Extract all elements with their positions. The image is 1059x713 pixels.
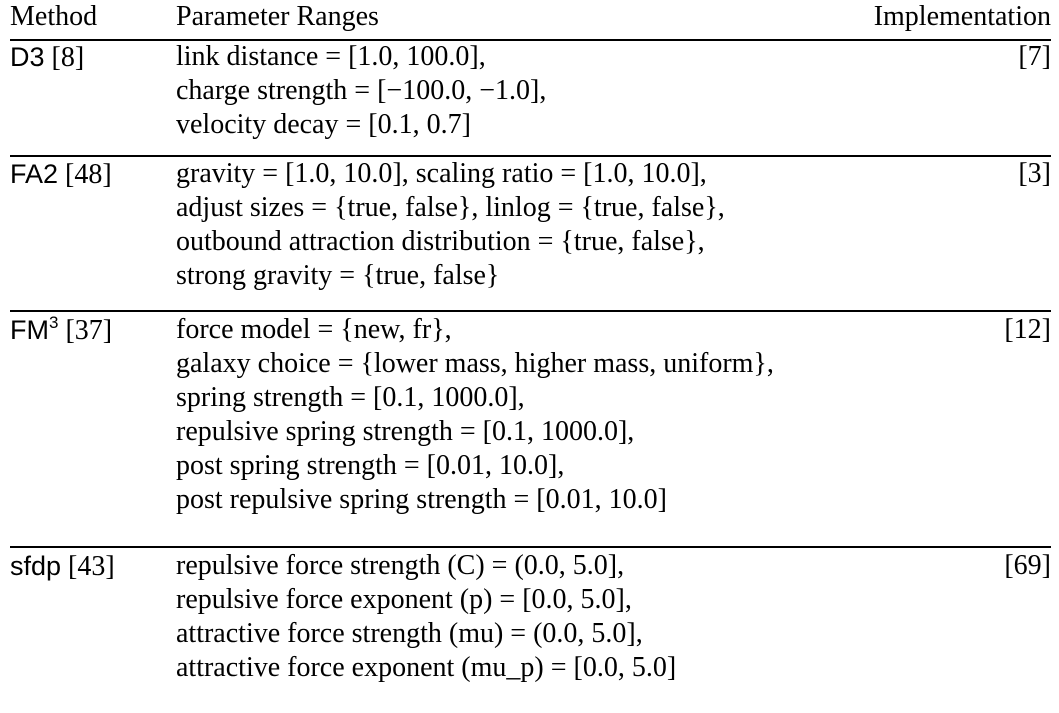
parameter-line: force model = {new, fr},	[176, 314, 452, 345]
parameter-line: adjust sizes = {true, false}, linlog = {…	[176, 192, 725, 223]
parameter-line: outbound attraction distribution = {true…	[176, 226, 705, 257]
rule-fm3	[10, 310, 1051, 312]
method-name: FA2	[10, 159, 59, 189]
parameter-line: gravity = [1.0, 10.0], scaling ratio = […	[176, 158, 707, 189]
method-name-superscript: 3	[48, 313, 59, 332]
parameter-line: charge strength = [−100.0, −1.0],	[176, 75, 547, 106]
header-method: Method	[10, 1, 98, 32]
method-citation: [37]	[65, 315, 113, 346]
method-cell: D3 [8]	[10, 40, 84, 74]
implementation-ref: [69]	[1004, 550, 1051, 581]
method-cell: FA2 [48]	[10, 157, 112, 191]
method-name: sfdp	[10, 551, 62, 581]
parameter-line: attractive force exponent (mu_p) = [0.0,…	[176, 652, 677, 683]
parameter-line: spring strength = [0.1, 1000.0],	[176, 382, 525, 413]
implementation-ref: [7]	[1018, 41, 1051, 72]
parameter-list: link distance = [1.0, 100.0], charge str…	[176, 40, 546, 142]
method-citation: [48]	[65, 159, 112, 190]
method-citation: [43]	[68, 551, 115, 582]
header-parameter-ranges: Parameter Ranges	[176, 1, 379, 32]
method-name: D3	[10, 42, 45, 72]
implementation-ref: [12]	[1004, 314, 1051, 345]
parameter-line: velocity decay = [0.1, 0.7]	[176, 109, 471, 140]
parameter-line: repulsive force strength (C) = (0.0, 5.0…	[176, 550, 625, 581]
parameter-line: post spring strength = [0.01, 10.0],	[176, 450, 565, 481]
parameter-list: force model = {new, fr}, galaxy choice =…	[176, 313, 774, 517]
method-name: FM3	[10, 313, 59, 345]
method-cell: sfdp [43]	[10, 549, 115, 583]
parameter-line: repulsive force exponent (p) = [0.0, 5.0…	[176, 584, 632, 615]
method-citation: [8]	[51, 42, 85, 73]
parameter-list: repulsive force strength (C) = (0.0, 5.0…	[176, 549, 676, 685]
parameter-line: attractive force strength (mu) = (0.0, 5…	[176, 618, 643, 649]
implementation-ref: [3]	[1018, 158, 1051, 189]
parameter-line: link distance = [1.0, 100.0],	[176, 41, 486, 72]
rule-fa2	[10, 155, 1051, 157]
header-implementation: Implementation	[873, 1, 1051, 32]
parameter-line: repulsive spring strength = [0.1, 1000.0…	[176, 416, 635, 447]
parameter-line: post repulsive spring strength = [0.01, …	[176, 484, 667, 515]
method-name-base: FM	[10, 315, 49, 345]
method-cell: FM3 [37]	[10, 313, 112, 347]
parameter-list: gravity = [1.0, 10.0], scaling ratio = […	[176, 157, 725, 293]
parameter-line: strong gravity = {true, false}	[176, 260, 500, 291]
rule-sfdp	[10, 546, 1051, 548]
rule-d3	[10, 39, 1051, 41]
parameter-line: galaxy choice = {lower mass, higher mass…	[176, 348, 774, 379]
